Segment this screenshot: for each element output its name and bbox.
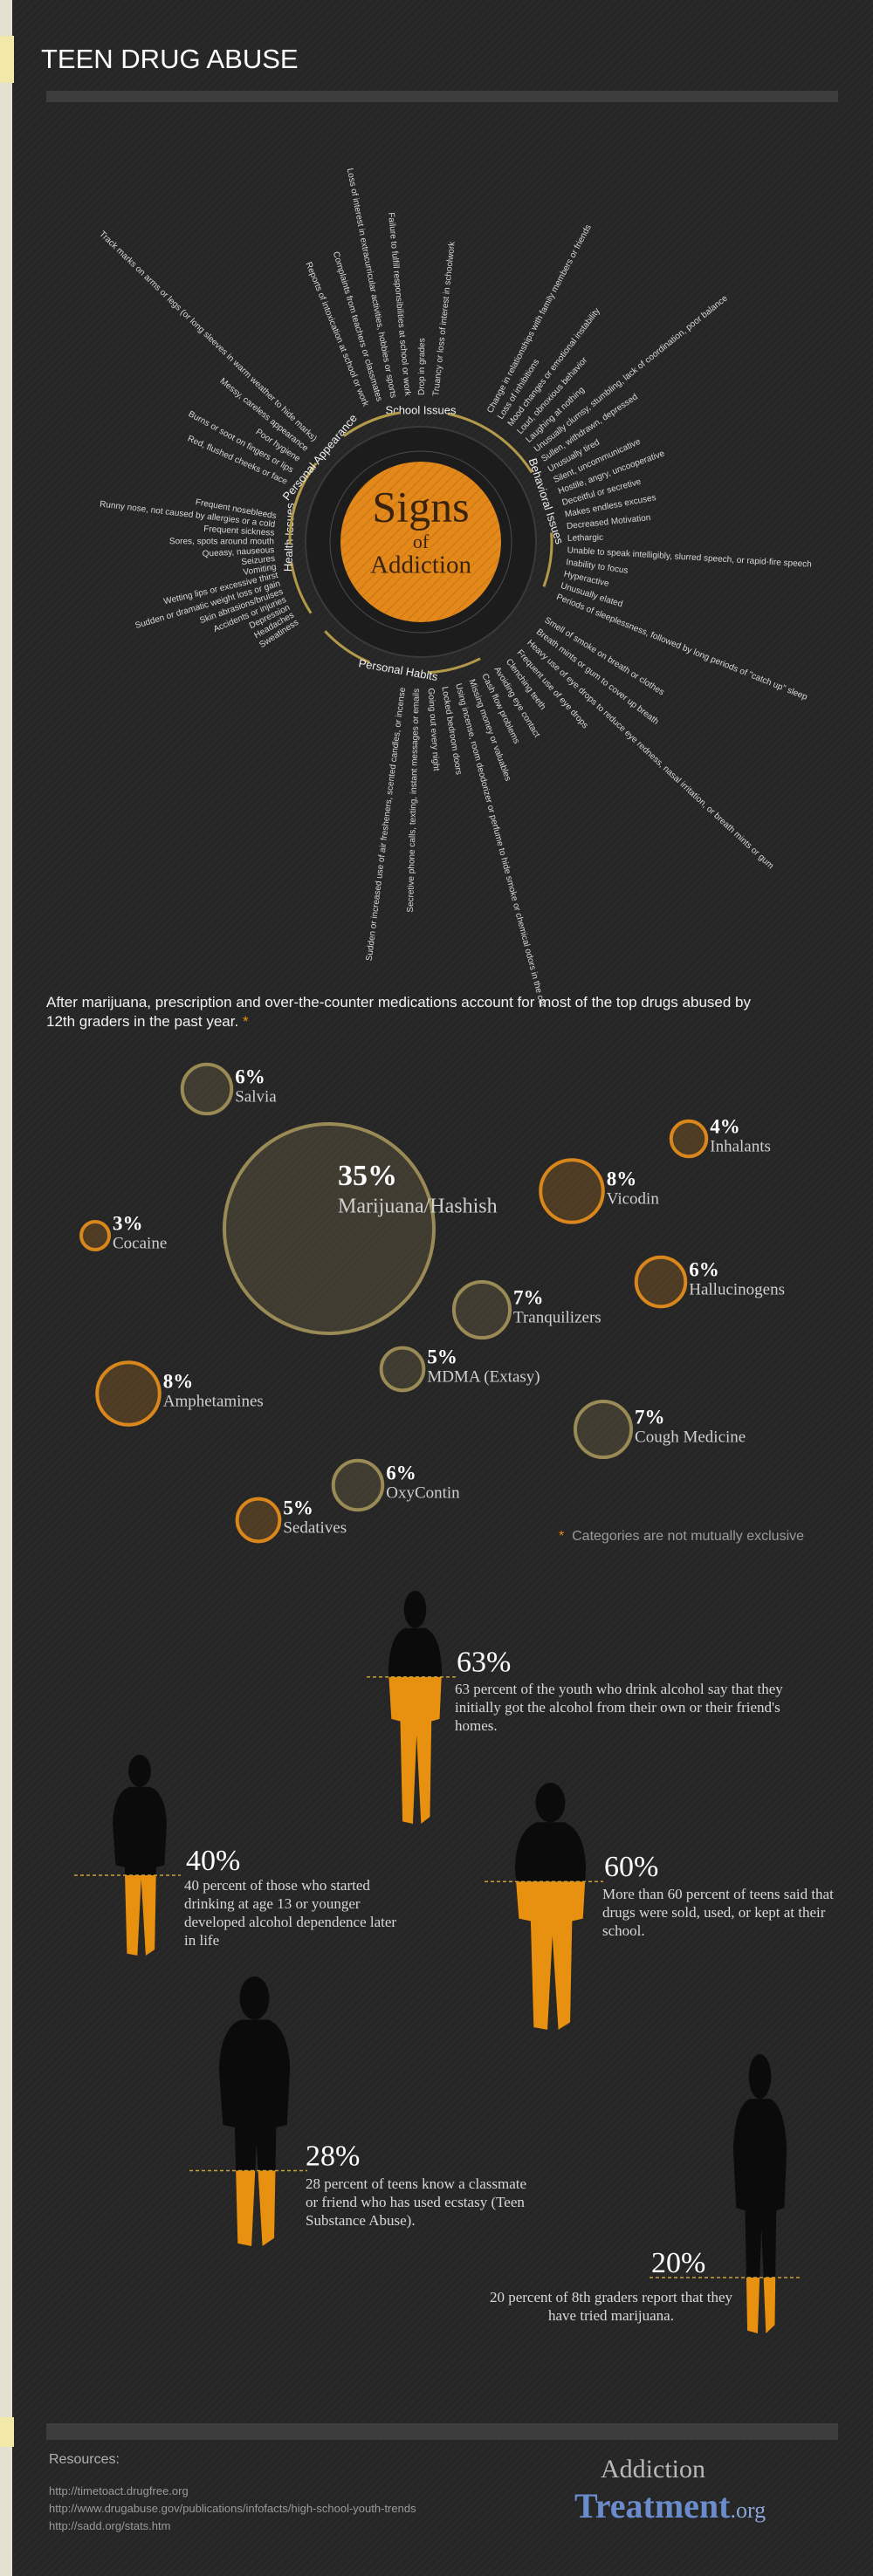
center-disk [340,462,501,622]
sign-item: Sores, spots around mouth [169,537,274,546]
drug-percent: 6% [689,1258,719,1280]
stat-text: 20 percent of 8th graders report that th… [489,2289,733,2324]
footer-bar [46,2423,838,2440]
category-label: School Issues [386,403,457,416]
category-arc [542,532,553,587]
category-arc [348,411,401,434]
logo-top: Addiction [601,2455,705,2484]
drug-percent: 8% [607,1168,637,1189]
drug-name: Marijuana/Hashish [338,1196,498,1218]
category-arc [324,630,370,664]
stat-percent: 63% [457,1647,511,1679]
drug-percent: 5% [427,1346,457,1367]
header-accent [0,36,14,83]
drug-name: Hallucinogens [689,1280,785,1298]
logo-suffix: .org [730,2497,766,2523]
drug-name: Sedatives [283,1518,347,1537]
drug-bubble [180,1062,234,1116]
sign-item: Lethargic [567,533,603,544]
drug-name: Tranquilizers [513,1308,601,1326]
stat-percent: 20% [651,2247,705,2279]
drug-percent: 4% [710,1115,740,1137]
asterisk: * [242,1013,249,1030]
stat-percent: 40% [186,1845,240,1877]
drug-name: Cocaine [113,1234,167,1252]
drug-bubble [79,1219,112,1252]
header-bar [46,91,838,102]
center-title: Signs [372,482,469,531]
stat-percent: 60% [604,1851,658,1883]
logo: Treatment.org [574,2485,766,2526]
note-text: Categories are not mutually exclusive [572,1529,805,1544]
drug-name: MDMA (Extasy) [427,1367,540,1386]
drug-percent: 35% [338,1160,397,1192]
drug-bubble [379,1346,426,1393]
resource-link[interactable]: http://sadd.org/stats.htm [49,2519,171,2532]
category-arc [290,562,313,614]
drug-percent: 8% [163,1370,194,1392]
stat-percent: 28% [306,2140,360,2172]
footer-accent [0,2417,14,2447]
drug-bubble [539,1158,605,1224]
logo-main: Treatment [574,2486,731,2525]
drug-name: Cough Medicine [635,1428,746,1446]
ring-inner [329,450,512,634]
category-arc [493,432,533,474]
drug-percent: 7% [513,1286,544,1308]
drug-bubble [331,1458,385,1512]
drug-bubble [223,1122,436,1335]
page-title: TEEN DRUG ABUSE [41,44,299,74]
stat-text: 63 percent of the youth who drink alcoho… [455,1681,783,1734]
left-border [0,0,12,2576]
sign-item: Frequent sickness [203,524,275,538]
drug-name: Amphetamines [163,1392,264,1410]
resource-link[interactable]: http://timetoact.drugfree.org [49,2484,189,2497]
stat-text: 40 percent of those who started drinking… [184,1877,397,1949]
drugs-note: * Categories are not mutually exclusive [559,1529,804,1545]
drug-percent: 7% [635,1406,665,1428]
drug-percent: 5% [283,1497,313,1518]
drug-bubble [634,1255,688,1309]
sign-item: Queasy, nauseous [202,545,274,559]
drug-percent: 6% [235,1065,265,1087]
drug-name: OxyContin [386,1483,460,1502]
center-of: of [413,531,430,552]
drug-name: Inhalants [710,1137,771,1155]
drug-bubble [95,1360,162,1427]
category-arc [288,490,302,545]
sign-item: Drop in grades [417,338,427,395]
stat-text: 28 percent of teens know a classmate or … [306,2175,527,2229]
drug-percent: 3% [113,1212,143,1234]
drug-bubble [451,1279,512,1340]
intro-text: After marijuana, prescription and over-t… [46,994,751,1030]
drug-bubble [573,1399,634,1460]
drug-bubble [669,1119,709,1159]
asterisk: * [559,1529,565,1544]
drug-name: Vicodin [607,1189,660,1208]
stat-text: More than 60 percent of teens said that … [602,1886,834,1939]
drugs-intro: After marijuana, prescription and over-t… [46,993,780,1031]
drug-percent: 6% [386,1462,416,1483]
resources-title: Resources: [49,2452,120,2467]
drug-bubble [235,1497,282,1544]
resource-link[interactable]: http://www.drugabuse.gov/publications/in… [49,2502,416,2515]
center-subtitle: Addiction [370,552,471,579]
category-arc [427,657,481,675]
drug-name: Salvia [235,1087,277,1106]
sign-item: Seizures [241,554,276,567]
